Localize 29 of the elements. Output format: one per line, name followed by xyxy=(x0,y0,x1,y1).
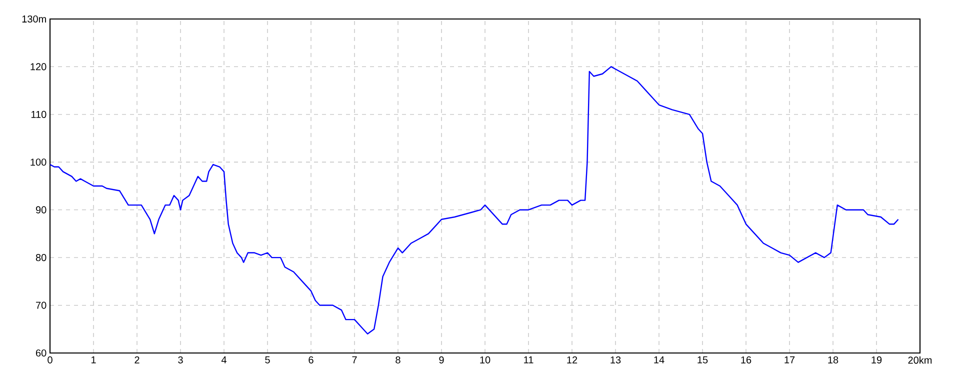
x-tick-label: 2 xyxy=(134,356,140,364)
y-tick-label: 110 xyxy=(31,110,46,118)
x-tick-label: 12 xyxy=(567,356,578,364)
x-tick-label: 20km xyxy=(908,356,932,364)
x-tick-label: 10 xyxy=(480,356,490,364)
y-tick-label: 80 xyxy=(36,254,46,262)
x-tick-label: 14 xyxy=(654,356,664,364)
x-tick-label: 17 xyxy=(784,356,795,364)
x-tick-label: 3 xyxy=(178,356,183,364)
y-tick-label: 130m xyxy=(22,15,46,23)
x-tick-label: 5 xyxy=(265,356,270,364)
x-tick-label: 0 xyxy=(48,356,52,364)
x-tick-label: 15 xyxy=(698,356,708,364)
x-tick-label: 18 xyxy=(828,356,838,364)
x-tick-label: 9 xyxy=(439,356,444,364)
x-tick-label: 1 xyxy=(91,356,96,364)
y-tick-label: 100 xyxy=(30,158,46,166)
x-tick-label: 4 xyxy=(221,356,226,364)
y-tick-label: 90 xyxy=(36,206,46,214)
x-tick-label: 11 xyxy=(524,356,534,364)
y-tick-label: 60 xyxy=(36,349,46,357)
x-tick-label: 19 xyxy=(872,356,882,364)
x-tick-label: 6 xyxy=(308,356,314,364)
x-tick-label: 8 xyxy=(396,356,400,364)
x-tick-label: 13 xyxy=(610,356,621,364)
y-tick-label: 120 xyxy=(30,63,46,70)
y-tick-label: 70 xyxy=(36,302,46,309)
x-tick-label: 16 xyxy=(741,356,752,364)
x-tick-label: 7 xyxy=(352,356,357,364)
